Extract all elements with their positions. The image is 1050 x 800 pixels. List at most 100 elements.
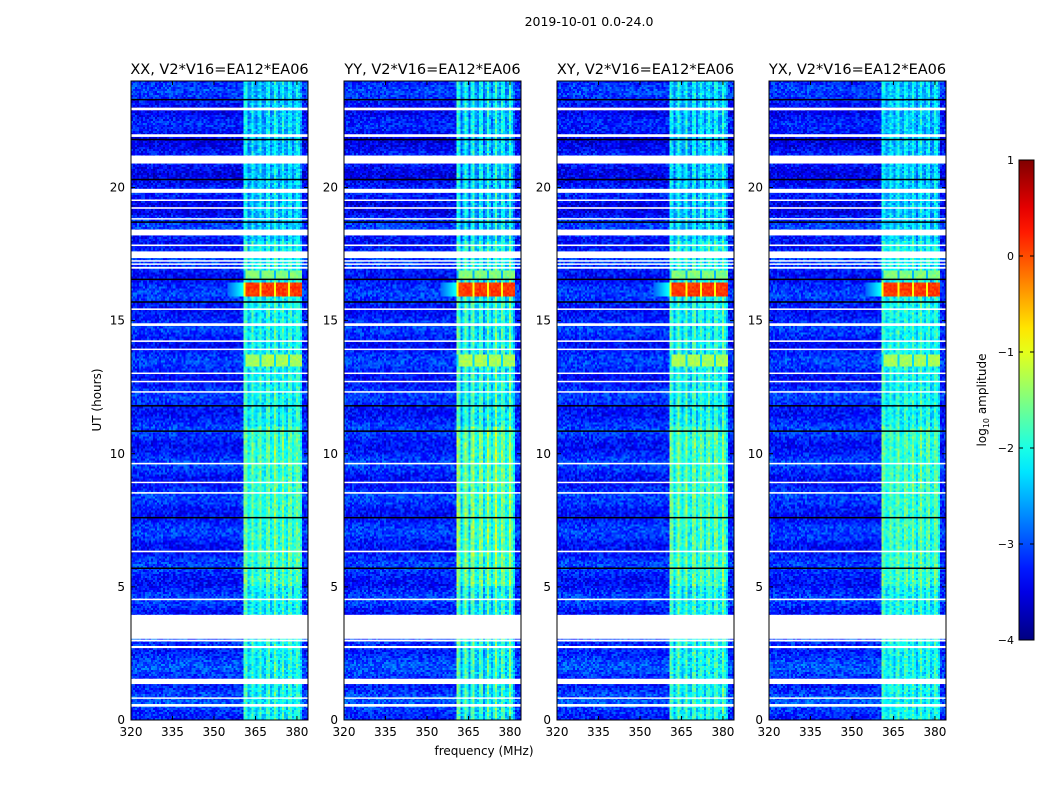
colorbar-tick-label: 1 bbox=[1007, 154, 1014, 167]
flagged-row bbox=[769, 550, 946, 553]
flagged-row bbox=[344, 308, 521, 310]
flagged-row bbox=[769, 481, 946, 484]
x-tick-label: 335 bbox=[799, 725, 822, 739]
flagged-row bbox=[557, 199, 734, 201]
y-tick-label: 15 bbox=[323, 314, 338, 328]
data-gap-line bbox=[344, 278, 521, 281]
data-gap-line bbox=[131, 221, 308, 223]
data-gap-line bbox=[131, 301, 308, 303]
y-tick-label: 10 bbox=[323, 447, 338, 461]
flagged-row bbox=[557, 348, 734, 351]
data-gap-line bbox=[769, 221, 946, 223]
y-tick-label: 20 bbox=[536, 181, 551, 195]
data-gap-line bbox=[769, 405, 946, 407]
x-tick-label: 350 bbox=[416, 725, 439, 739]
x-tick-label: 320 bbox=[333, 725, 356, 739]
data-gap-line bbox=[344, 405, 521, 407]
flagged-row bbox=[344, 340, 521, 342]
axes-frame bbox=[343, 80, 522, 721]
flagged-row bbox=[131, 704, 308, 707]
flagged-row bbox=[344, 251, 521, 259]
y-tick-label: 0 bbox=[543, 713, 551, 727]
flagged-row bbox=[557, 697, 734, 699]
flagged-row bbox=[131, 229, 308, 236]
flagged-row bbox=[769, 199, 946, 201]
flagged-row bbox=[344, 229, 521, 236]
x-tick-label: 365 bbox=[670, 725, 693, 739]
flagged-row bbox=[344, 645, 521, 649]
y-tick-label: 20 bbox=[748, 181, 763, 195]
flagged-row bbox=[131, 107, 308, 111]
flagged-row bbox=[344, 260, 521, 262]
flagged-row bbox=[769, 340, 946, 342]
x-tick-label: 365 bbox=[882, 725, 905, 739]
x-tick-label: 380 bbox=[498, 725, 521, 739]
flagged-row bbox=[769, 639, 946, 642]
data-gap-line bbox=[344, 301, 521, 303]
flagged-row bbox=[131, 481, 308, 484]
y-axis-label: UT (hours) bbox=[90, 368, 104, 431]
waterfall-heatmap bbox=[344, 81, 521, 720]
flagged-row bbox=[557, 614, 734, 639]
flagged-row bbox=[769, 266, 946, 269]
y-tick-label: 10 bbox=[748, 447, 763, 461]
flagged-row bbox=[131, 134, 308, 137]
flagged-row bbox=[344, 481, 521, 484]
x-axis-label: frequency (MHz) bbox=[434, 744, 533, 758]
flagged-row bbox=[131, 244, 308, 247]
colorbar-tick-label: −4 bbox=[998, 634, 1014, 647]
data-gap-line bbox=[557, 221, 734, 223]
flagged-row bbox=[769, 134, 946, 137]
panel-title: YX, V2*V16=EA12*EA06 bbox=[768, 62, 946, 78]
y-tick-label: 0 bbox=[755, 713, 763, 727]
flagged-row bbox=[557, 462, 734, 465]
flagged-row bbox=[344, 391, 521, 393]
flagged-row bbox=[131, 550, 308, 553]
data-gap-line bbox=[557, 301, 734, 303]
flagged-row bbox=[769, 244, 946, 247]
y-tick-label: 0 bbox=[117, 713, 125, 727]
flagged-row bbox=[344, 188, 521, 193]
y-tick-label: 15 bbox=[748, 314, 763, 328]
flagged-row bbox=[769, 260, 946, 262]
y-tick-label: 5 bbox=[755, 580, 763, 594]
y-tick-label: 20 bbox=[323, 181, 338, 195]
flagged-row bbox=[557, 107, 734, 111]
flagged-row bbox=[557, 244, 734, 247]
flagged-row bbox=[557, 229, 734, 236]
axes-frame bbox=[556, 80, 735, 721]
data-gap-line bbox=[769, 178, 946, 181]
data-gap-line bbox=[769, 516, 946, 519]
y-tick-label: 5 bbox=[117, 580, 125, 594]
flagged-row bbox=[131, 372, 308, 375]
flagged-row bbox=[344, 348, 521, 351]
data-gap-line bbox=[131, 178, 308, 181]
flagged-row bbox=[344, 678, 521, 685]
flagged-row bbox=[344, 266, 521, 269]
data-gap-line bbox=[131, 567, 308, 569]
flagged-row bbox=[131, 614, 308, 639]
colorbar-label: log10 amplitude bbox=[975, 354, 991, 447]
panel-title: XX, V2*V16=EA12*EA06 bbox=[130, 62, 308, 78]
flagged-row bbox=[131, 251, 308, 259]
x-tick-label: 365 bbox=[244, 725, 267, 739]
x-tick-label: 380 bbox=[285, 725, 308, 739]
data-gap-line bbox=[769, 98, 946, 101]
flagged-row bbox=[131, 380, 308, 383]
data-gap-line bbox=[557, 178, 734, 181]
flagged-row bbox=[769, 155, 946, 164]
data-gap-line bbox=[131, 98, 308, 101]
flagged-row bbox=[557, 134, 734, 137]
data-gap-line bbox=[557, 516, 734, 519]
flagged-row bbox=[557, 340, 734, 342]
flagged-row bbox=[769, 263, 946, 265]
x-tick-label: 335 bbox=[374, 725, 397, 739]
flagged-row bbox=[769, 372, 946, 375]
flagged-row bbox=[131, 645, 308, 649]
colorbar-tick-label: −1 bbox=[998, 346, 1014, 359]
flagged-row bbox=[769, 492, 946, 494]
flagged-row bbox=[769, 348, 946, 351]
data-gap-line bbox=[557, 278, 734, 281]
